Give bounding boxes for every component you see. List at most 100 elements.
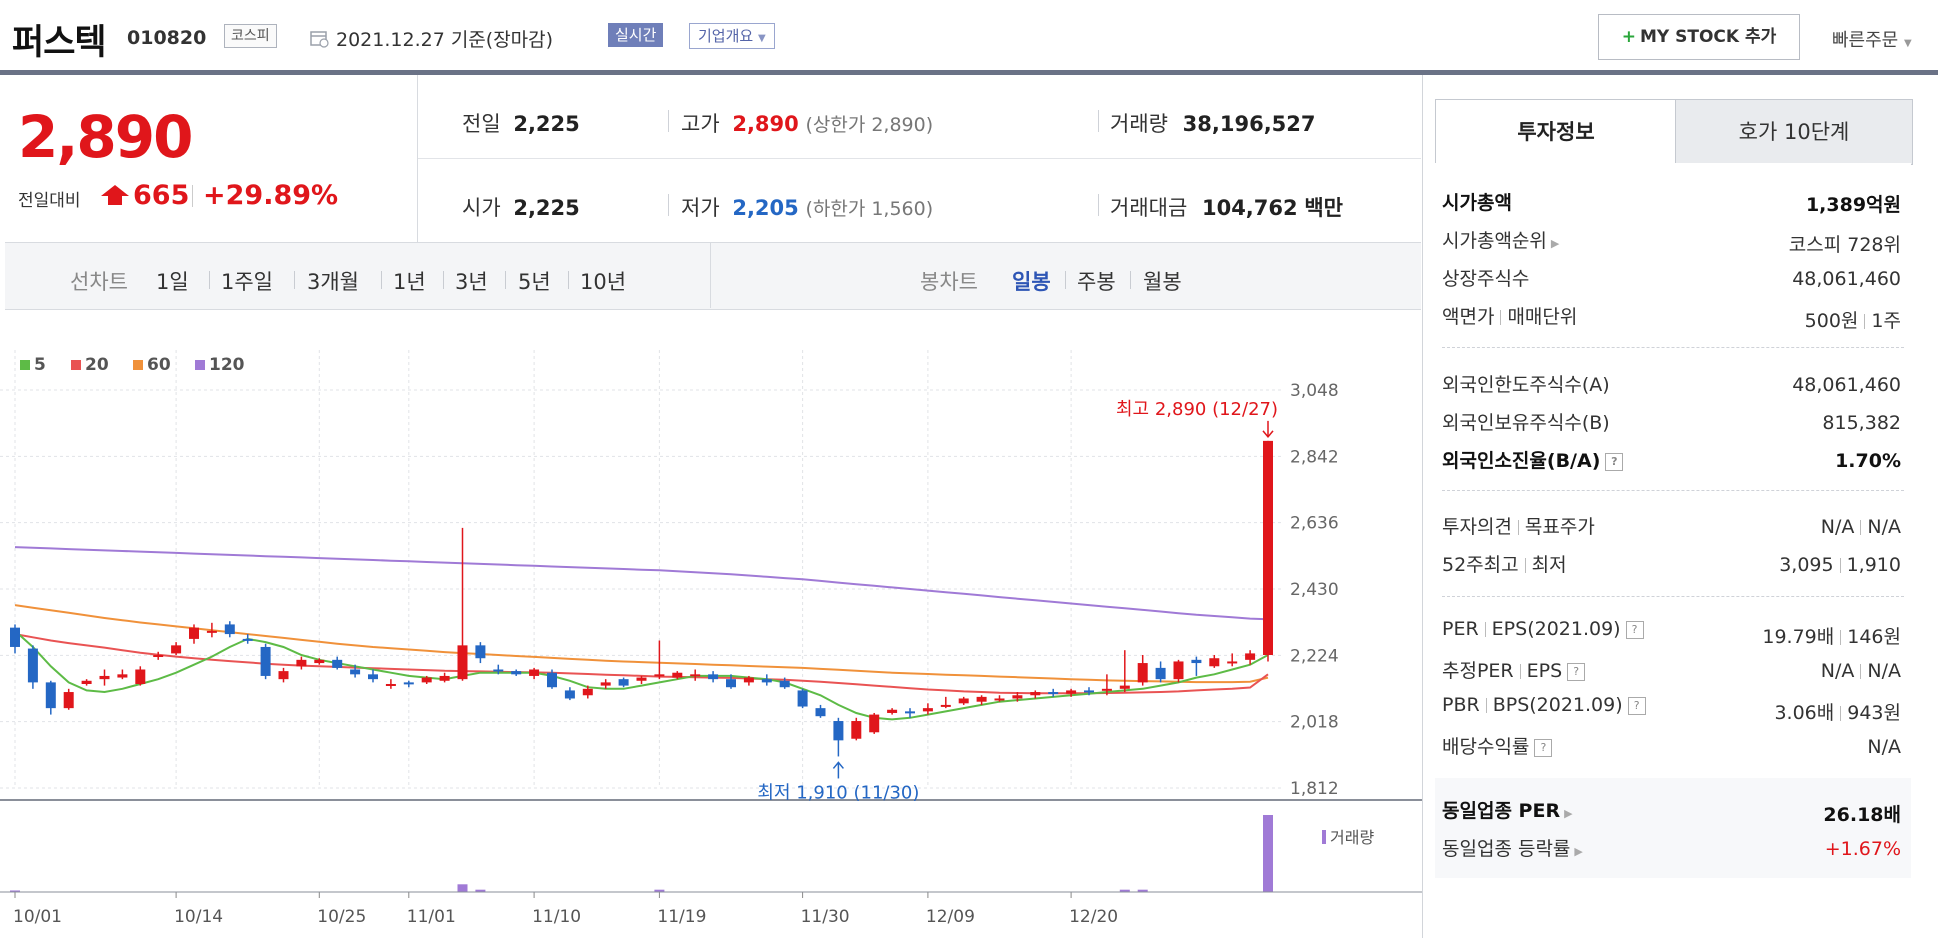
- par-value-label: 액면가 매매단위: [1442, 302, 1577, 329]
- pbr-label: PBR BPS(2021.09)?: [1442, 694, 1646, 716]
- period-monthly[interactable]: 월봉: [1143, 270, 1182, 294]
- y-tick-label: 2,842: [1290, 447, 1339, 467]
- candle-body: [296, 659, 307, 667]
- y-tick-label: 1,812: [1290, 779, 1339, 799]
- candle-body: [690, 674, 701, 677]
- candle-body: [189, 627, 199, 639]
- help-icon[interactable]: ?: [1534, 738, 1553, 757]
- period-1y[interactable]: 1년: [393, 270, 426, 294]
- price-panel: [5, 75, 418, 242]
- opinion-number: N/A: [1820, 516, 1855, 538]
- tab-investment-info[interactable]: 투자정보: [1435, 99, 1677, 164]
- help-icon[interactable]: ?: [1567, 662, 1586, 681]
- sector-per-value: 26.18배: [1823, 804, 1901, 826]
- period-3m[interactable]: 3개월: [307, 270, 360, 294]
- 52w-value: 3,095 1,910: [1779, 554, 1901, 576]
- prev-close-label: 전일: [462, 112, 501, 136]
- change-value: 665: [133, 180, 190, 211]
- est-eps-text: EPS: [1526, 660, 1563, 682]
- candle-body: [368, 674, 378, 680]
- candle-body: [332, 659, 343, 668]
- high-annotation: 최고 2,890 (12/27): [1116, 399, 1278, 420]
- period-5y[interactable]: 5년: [518, 270, 551, 294]
- lower-limit: (하한가 1,560): [805, 198, 934, 220]
- per-value: 19.79배 146원: [1762, 622, 1901, 649]
- 52w-label: 52주최고 최저: [1442, 550, 1567, 577]
- candle-body: [224, 624, 235, 635]
- est-per-number: N/A: [1820, 660, 1855, 682]
- candle-body: [45, 682, 56, 709]
- divider: [1442, 347, 1904, 348]
- chart-axes: 3,048 2,842 2,636 2,430 2,224 2,018 1,812 10/01…: [0, 381, 1422, 927]
- period-toolbar: [5, 242, 1421, 310]
- period-daily[interactable]: 일봉: [1012, 270, 1051, 294]
- upper-limit: (상한가 2,890): [805, 114, 934, 136]
- period-1w[interactable]: 1주일: [221, 270, 274, 294]
- trade-amount: 거래대금 104,762 백만: [1110, 192, 1343, 222]
- foreign-held-value: 815,382: [1822, 412, 1901, 434]
- y-tick-label: 2,636: [1290, 514, 1339, 534]
- sector-block: [1435, 778, 1911, 878]
- candle-body: [708, 674, 719, 680]
- candle-chart-label: 봉차트: [920, 270, 978, 294]
- sector-change-label[interactable]: 동일업종 등락률 ▶: [1442, 834, 1583, 861]
- period-3y[interactable]: 3년: [455, 270, 488, 294]
- tab-order-book[interactable]: 호가 10단계: [1675, 99, 1913, 165]
- candle-body: [976, 696, 987, 702]
- help-icon[interactable]: ?: [1627, 696, 1646, 715]
- realtime-button[interactable]: 실시간: [608, 23, 664, 47]
- volume-bar: [1119, 889, 1130, 892]
- candle-body: [994, 698, 1005, 701]
- market-cap-rank-text: 시가총액순위: [1442, 230, 1547, 252]
- candle-body: [743, 677, 754, 683]
- foreign-ratio-text: 외국인소진율(B/A): [1442, 450, 1601, 472]
- chart-legend: 5 20 60 120: [20, 355, 245, 375]
- quick-order-dropdown[interactable]: 빠른주문 ▼: [1832, 26, 1912, 52]
- divider: [1519, 664, 1521, 679]
- period-10y[interactable]: 10년: [580, 270, 627, 294]
- candle-body: [385, 683, 396, 686]
- pbr-value: 3.06배 943원: [1774, 698, 1901, 725]
- divider: [1524, 558, 1526, 573]
- market-cap-rank-label[interactable]: 시가총액순위 ▶: [1442, 226, 1559, 253]
- candle-body: [135, 669, 146, 684]
- foreign-held-label: 외국인보유주식수(B): [1442, 412, 1610, 434]
- listed-shares-label: 상장주식수: [1442, 268, 1530, 290]
- period-weekly[interactable]: 주봉: [1077, 270, 1116, 294]
- divider: [1860, 520, 1862, 535]
- volume-bar: [10, 890, 20, 892]
- help-icon[interactable]: ?: [1605, 452, 1624, 471]
- volume-bar: [1137, 889, 1148, 892]
- volume-bar: [457, 884, 468, 892]
- high-label: 고가: [681, 112, 720, 136]
- candle-body: [1084, 690, 1094, 693]
- candle-body: [1245, 653, 1256, 660]
- chevron-down-icon: ▼: [757, 33, 766, 44]
- x-tick-label: 12/09: [926, 907, 975, 927]
- divider: [668, 194, 669, 216]
- foreign-limit-label: 외국인한도주식수(A): [1442, 374, 1610, 396]
- x-tick-label: 10/14: [174, 907, 223, 927]
- chart-grid: [0, 350, 1282, 789]
- candle-body: [403, 682, 414, 685]
- add-mystock-button[interactable]: + MY STOCK 추가: [1598, 14, 1800, 60]
- candle-body: [260, 646, 271, 676]
- help-icon[interactable]: ?: [1625, 620, 1644, 639]
- stock-code: 010820: [127, 27, 207, 49]
- low-value: 2,205: [732, 196, 799, 220]
- market-cap-rank-value: 코스피 728위: [1788, 234, 1901, 256]
- est-per-label: 추정PER EPS?: [1442, 656, 1586, 683]
- divider: [668, 110, 669, 132]
- candle-body: [887, 709, 898, 713]
- foreign-ratio-value: 1.70%: [1835, 450, 1901, 472]
- sector-per-label[interactable]: 동일업종 PER ▶: [1442, 796, 1573, 823]
- low-arrow-head: [832, 761, 844, 769]
- candles: [10, 440, 1273, 757]
- candle-body: [242, 638, 253, 641]
- corp-info-dropdown[interactable]: 기업개요 ▼: [689, 23, 775, 49]
- trade-unit-text: 매매단위: [1507, 306, 1578, 328]
- amount-unit: 백만: [1304, 196, 1343, 220]
- 52w-low-number: 1,910: [1846, 554, 1901, 576]
- chevron-down-icon: ▼: [1903, 38, 1912, 49]
- period-1d[interactable]: 1일: [156, 270, 189, 294]
